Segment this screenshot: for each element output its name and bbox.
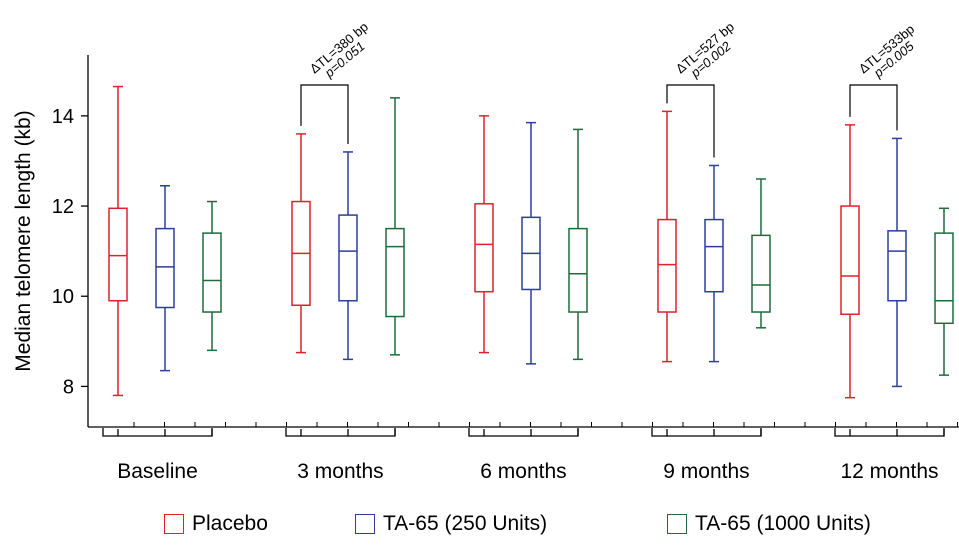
box-ta-65-1000-units- [751, 178, 771, 329]
legend-swatch-ta65-250 [355, 514, 375, 534]
category-label: Baseline [117, 460, 198, 483]
box-ta-65-1000-units- [568, 128, 588, 361]
legend-swatch-placebo [164, 514, 184, 534]
category-label: 12 months [840, 460, 938, 483]
box-placebo [291, 133, 311, 354]
box-iqr [155, 227, 175, 309]
box-placebo [657, 110, 677, 363]
category-label: 3 months [297, 460, 383, 483]
box-iqr [657, 218, 677, 313]
category-bracket [468, 428, 579, 437]
legend: Placebo TA-65 (250 Units) TA-65 (1000 Un… [0, 512, 959, 540]
box-ta-65-250-units- [887, 137, 907, 388]
box-plot-marks [108, 85, 954, 399]
significance-bracket [666, 84, 715, 158]
box-ta-65-250-units- [338, 151, 358, 361]
box-placebo [840, 124, 860, 399]
box-placebo [474, 115, 494, 354]
legend-label-ta65-250: TA-65 (250 Units) [383, 512, 548, 535]
box-ta-65-250-units- [155, 185, 175, 372]
significance-bracket [300, 84, 349, 144]
box-iqr [751, 234, 771, 313]
box-ta-65-1000-units- [934, 207, 954, 376]
box-iqr [887, 230, 907, 302]
box-ta-65-1000-units- [202, 200, 222, 352]
legend-swatch-ta65-1000 [667, 514, 687, 534]
y-axis-title: Median telomere length (kb) [12, 110, 35, 371]
significance-bracket [849, 84, 898, 131]
legend-item-ta65-250: TA-65 (250 Units) [355, 512, 547, 536]
box-iqr [385, 227, 405, 318]
box-iqr [840, 205, 860, 316]
box-placebo [108, 85, 128, 397]
y-tick-label: 10 [52, 286, 74, 308]
category-bracket [651, 428, 762, 437]
box-iqr [474, 203, 494, 293]
category-bracket [834, 428, 945, 437]
legend-item-ta65-1000: TA-65 (1000 Units) [667, 512, 871, 536]
box-iqr [934, 232, 954, 325]
legend-item-placebo: Placebo [164, 512, 268, 536]
box-iqr [568, 227, 588, 313]
legend-label-ta65-1000: TA-65 (1000 Units) [695, 512, 871, 535]
y-tick-label: 12 [52, 196, 74, 218]
box-plot-chart: 8 10 12 14 Median telomere length (kb) Baseli… [12, 19, 959, 483]
box-ta-65-250-units- [521, 121, 541, 365]
box-ta-65-250-units- [704, 164, 724, 363]
category-bracket [102, 428, 213, 437]
category-label: 6 months [480, 460, 566, 483]
box-iqr [202, 232, 222, 313]
category-bracket [285, 428, 396, 437]
axes: 8 10 12 14 Median telomere length (kb) Baseli… [12, 55, 959, 483]
category-label: 9 months [663, 460, 749, 483]
box-iqr [704, 218, 724, 293]
box-iqr [108, 207, 128, 302]
box-iqr [338, 214, 358, 302]
significance-annotations: ΔTL=380 bpp=0.051 ΔTL=527 bpp=0.002 ΔTL=53… [300, 19, 917, 158]
box-ta-65-1000-units- [385, 97, 405, 356]
y-tick-label: 14 [52, 106, 74, 128]
legend-label-placebo: Placebo [192, 512, 268, 535]
y-tick-label: 8 [63, 376, 74, 398]
